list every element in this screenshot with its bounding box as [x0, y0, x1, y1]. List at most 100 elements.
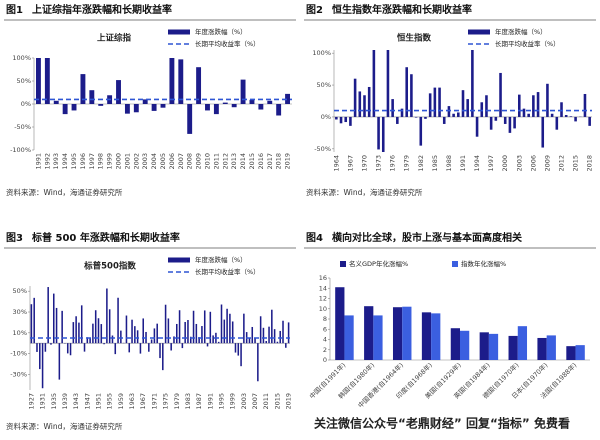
- bar: [251, 327, 253, 343]
- y-tick-label: -100%: [10, 146, 31, 154]
- plot-clip: [335, 287, 585, 360]
- x-tick-label: 2016: [257, 153, 265, 170]
- bar: [282, 321, 284, 343]
- bar: [128, 343, 130, 352]
- bar: [106, 288, 108, 343]
- bar: [495, 117, 498, 121]
- bar: [176, 324, 178, 343]
- bar: [134, 104, 139, 112]
- bar: [120, 331, 122, 344]
- x-tick-label: 1955: [106, 393, 114, 410]
- bar: [50, 343, 52, 344]
- bar: [518, 326, 527, 360]
- x-tick-label: 2015: [248, 153, 256, 170]
- bar: [363, 95, 366, 117]
- bar: [169, 44, 174, 104]
- bar: [148, 343, 150, 352]
- bar: [288, 322, 290, 343]
- bar: [154, 328, 156, 343]
- x-tick-label: 2012: [221, 153, 229, 170]
- bar: [279, 331, 281, 343]
- y-tick-label: 50%: [17, 77, 31, 85]
- legend-label: 指数年化涨幅%: [461, 259, 506, 268]
- bar: [67, 343, 69, 353]
- x-tick-label: 2011: [262, 393, 270, 410]
- bar: [134, 326, 136, 343]
- bar: [54, 101, 59, 104]
- bar: [349, 117, 352, 126]
- x-tick-label: 1994: [61, 153, 69, 170]
- bar: [547, 335, 556, 360]
- bar: [126, 316, 128, 344]
- y-tick-label: 12: [319, 295, 327, 303]
- bar: [115, 343, 117, 354]
- x-tick-label: 1994: [473, 155, 481, 172]
- bar: [480, 332, 489, 360]
- bar: [207, 343, 209, 346]
- panel-heading: 恒生指数年涨跌幅和长期收益率: [332, 3, 472, 16]
- bar: [117, 298, 119, 343]
- x-tick-label: 2000: [115, 153, 123, 170]
- x-tick-label: 1996: [79, 153, 87, 170]
- bar: [36, 343, 38, 352]
- x-tick-label: 2003: [141, 153, 149, 170]
- bar: [509, 117, 512, 133]
- bar: [499, 73, 502, 117]
- y-tick-label: 10%: [13, 329, 27, 337]
- bar: [274, 329, 276, 343]
- x-tick-label: 1973: [375, 155, 383, 172]
- bar: [98, 318, 100, 343]
- bar: [249, 338, 251, 343]
- bar: [560, 102, 563, 117]
- bar: [504, 117, 507, 124]
- x-tick-label: 2015: [273, 393, 281, 410]
- x-tick-label: 1979: [403, 155, 411, 172]
- bar: [131, 320, 133, 344]
- bar: [53, 294, 55, 344]
- x-tick-label: 2006: [529, 155, 537, 172]
- bar: [263, 328, 265, 343]
- bar: [250, 100, 255, 104]
- x-tick-label: 2019: [284, 153, 292, 170]
- x-tick-label: 1935: [50, 393, 58, 410]
- x-tick-label: 1976: [389, 155, 397, 172]
- x-tick-label: 1959: [117, 393, 125, 410]
- x-tick-label: 1995: [70, 153, 78, 170]
- x-tick-label: 1998: [97, 153, 105, 170]
- x-tick-label: 2005: [159, 153, 167, 170]
- x-tick-label: 1991: [34, 153, 42, 170]
- bar: [451, 328, 460, 360]
- y-tick-label: 0: [323, 356, 327, 364]
- x-tick-label: 2000: [501, 155, 509, 172]
- x-tick-label: 1939: [61, 393, 69, 410]
- bar: [422, 312, 431, 360]
- bar: [89, 90, 94, 104]
- bar: [415, 117, 418, 118]
- bar: [364, 306, 373, 360]
- bar: [537, 338, 546, 360]
- bar: [152, 104, 157, 111]
- bar: [179, 310, 181, 343]
- figure-label: 图3: [6, 232, 23, 244]
- legend-label: 长期平均收益率（%）: [495, 39, 560, 48]
- bar: [258, 104, 263, 110]
- bar: [424, 117, 427, 119]
- bar: [518, 95, 521, 117]
- x-tick-label: 1971: [150, 393, 158, 410]
- bar: [78, 323, 80, 344]
- bar: [402, 307, 411, 360]
- bar: [240, 343, 242, 366]
- x-tick-label: 2013: [230, 153, 238, 170]
- y-tick-label: 100%: [12, 54, 31, 62]
- bar: [344, 315, 353, 360]
- bar: [431, 313, 440, 360]
- x-tick-label: 1993: [52, 153, 60, 170]
- bar: [373, 23, 376, 117]
- x-tick-label: 1995: [218, 393, 226, 410]
- bar: [490, 117, 493, 130]
- bar: [462, 90, 465, 117]
- bar: [485, 95, 488, 117]
- x-tick-label: 1988: [445, 155, 453, 172]
- bar: [368, 87, 371, 117]
- bar: [47, 287, 49, 343]
